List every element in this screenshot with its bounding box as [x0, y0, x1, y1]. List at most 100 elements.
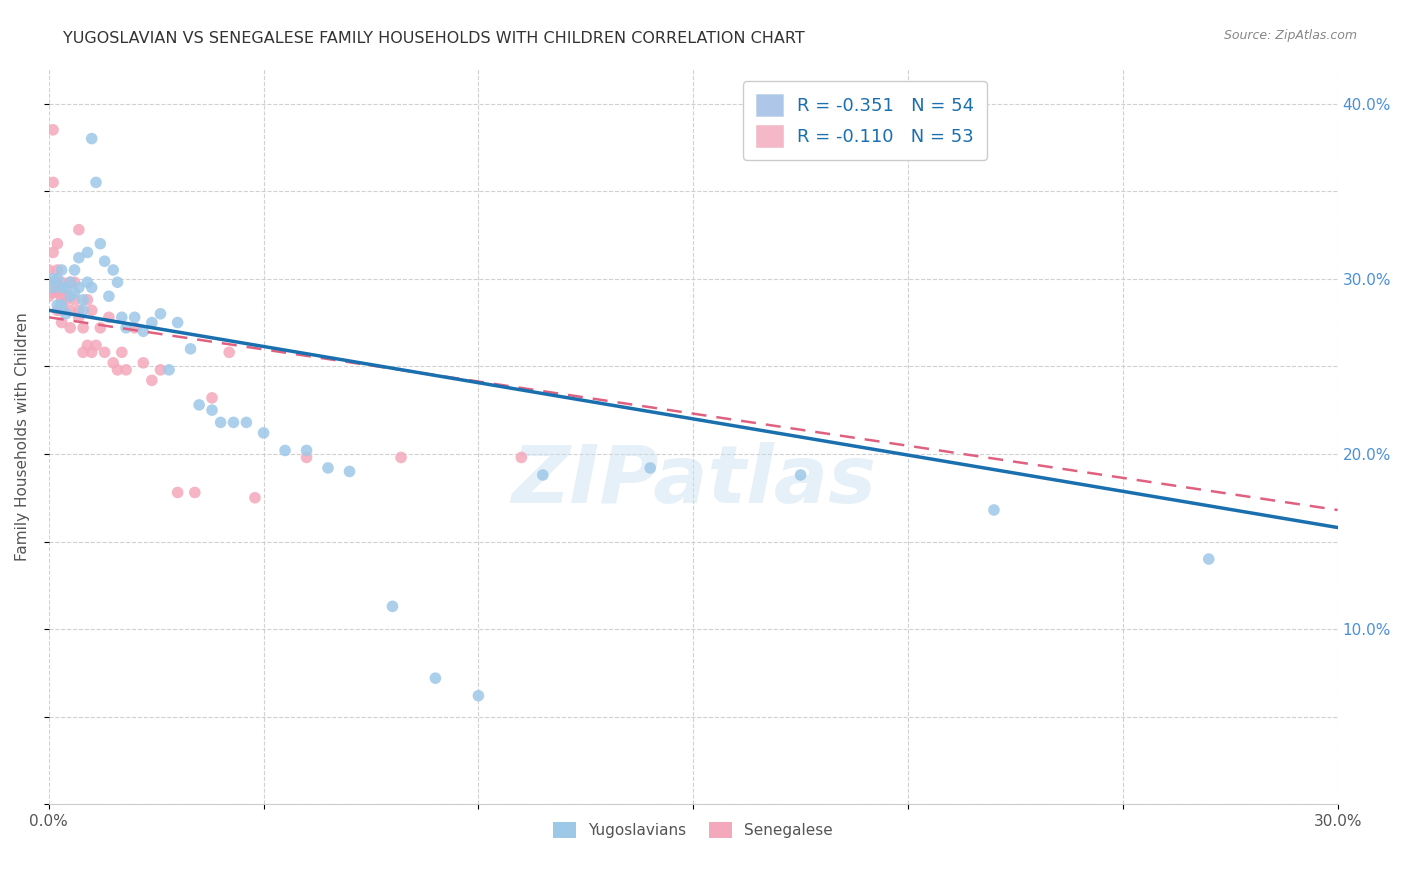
- Point: [124, 320, 146, 334]
- Point: [295, 450, 318, 465]
- Point: [141, 373, 163, 387]
- Point: [55, 293, 77, 307]
- Point: [67, 223, 90, 237]
- Point: [84, 338, 107, 352]
- Point: [46, 275, 69, 289]
- Point: [149, 307, 172, 321]
- Point: [316, 461, 339, 475]
- Point: [76, 338, 98, 352]
- Point: [59, 275, 82, 289]
- Point: [425, 671, 447, 685]
- Point: [89, 236, 111, 251]
- Point: [531, 467, 554, 482]
- Point: [180, 342, 202, 356]
- Point: [51, 293, 73, 307]
- Point: [51, 275, 73, 289]
- Point: [42, 245, 65, 260]
- Point: [115, 363, 138, 377]
- Point: [389, 450, 412, 465]
- Point: [67, 280, 90, 294]
- Legend: Yugoslavians, Senegalese: Yugoslavians, Senegalese: [547, 816, 839, 845]
- Point: [201, 391, 224, 405]
- Point: [80, 303, 103, 318]
- Point: [93, 254, 115, 268]
- Point: [72, 320, 94, 334]
- Point: [51, 316, 73, 330]
- Point: [188, 398, 211, 412]
- Point: [115, 320, 138, 334]
- Point: [107, 275, 129, 289]
- Point: [51, 285, 73, 300]
- Point: [274, 443, 297, 458]
- Point: [42, 123, 65, 137]
- Point: [59, 320, 82, 334]
- Point: [510, 450, 533, 465]
- Point: [339, 465, 361, 479]
- Point: [38, 263, 60, 277]
- Point: [59, 275, 82, 289]
- Point: [76, 293, 98, 307]
- Point: [132, 324, 155, 338]
- Point: [222, 416, 245, 430]
- Point: [51, 280, 73, 294]
- Point: [789, 467, 811, 482]
- Point: [381, 599, 404, 614]
- Point: [80, 131, 103, 145]
- Point: [111, 310, 134, 325]
- Point: [93, 345, 115, 359]
- Point: [72, 303, 94, 318]
- Point: [124, 310, 146, 325]
- Point: [46, 303, 69, 318]
- Point: [55, 307, 77, 321]
- Point: [166, 485, 188, 500]
- Point: [51, 263, 73, 277]
- Point: [55, 285, 77, 300]
- Point: [42, 175, 65, 189]
- Point: [149, 363, 172, 377]
- Point: [63, 293, 86, 307]
- Point: [46, 298, 69, 312]
- Point: [46, 263, 69, 277]
- Point: [72, 345, 94, 359]
- Point: [42, 275, 65, 289]
- Point: [84, 175, 107, 189]
- Point: [46, 271, 69, 285]
- Point: [97, 310, 120, 325]
- Text: ZIPatlas: ZIPatlas: [510, 442, 876, 519]
- Point: [243, 491, 266, 505]
- Point: [89, 320, 111, 334]
- Point: [166, 316, 188, 330]
- Point: [59, 289, 82, 303]
- Point: [42, 280, 65, 294]
- Point: [80, 280, 103, 294]
- Point: [103, 263, 125, 277]
- Point: [252, 425, 274, 440]
- Point: [67, 303, 90, 318]
- Point: [638, 461, 661, 475]
- Point: [80, 345, 103, 359]
- Point: [72, 293, 94, 307]
- Point: [67, 310, 90, 325]
- Point: [111, 345, 134, 359]
- Point: [63, 263, 86, 277]
- Point: [46, 236, 69, 251]
- Point: [42, 271, 65, 285]
- Point: [141, 316, 163, 330]
- Point: [63, 285, 86, 300]
- Point: [201, 403, 224, 417]
- Point: [76, 275, 98, 289]
- Y-axis label: Family Households with Children: Family Households with Children: [15, 312, 30, 561]
- Point: [209, 416, 232, 430]
- Point: [295, 443, 318, 458]
- Point: [59, 303, 82, 318]
- Point: [55, 280, 77, 294]
- Point: [132, 356, 155, 370]
- Point: [38, 289, 60, 303]
- Point: [107, 363, 129, 377]
- Text: YUGOSLAVIAN VS SENEGALESE FAMILY HOUSEHOLDS WITH CHILDREN CORRELATION CHART: YUGOSLAVIAN VS SENEGALESE FAMILY HOUSEHO…: [63, 31, 806, 46]
- Point: [184, 485, 207, 500]
- Point: [67, 251, 90, 265]
- Point: [97, 289, 120, 303]
- Point: [51, 298, 73, 312]
- Point: [218, 345, 240, 359]
